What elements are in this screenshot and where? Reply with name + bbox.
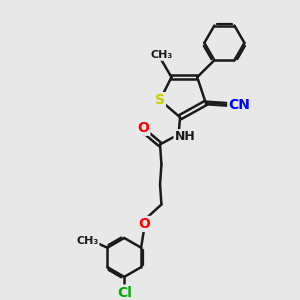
Text: Cl: Cl <box>117 286 132 300</box>
Text: O: O <box>137 121 149 135</box>
Text: NH: NH <box>175 130 195 143</box>
Text: S: S <box>155 93 165 107</box>
Text: CH₃: CH₃ <box>150 50 172 60</box>
Text: CN: CN <box>228 98 250 112</box>
Text: CH₃: CH₃ <box>76 236 98 245</box>
Text: O: O <box>139 217 151 231</box>
